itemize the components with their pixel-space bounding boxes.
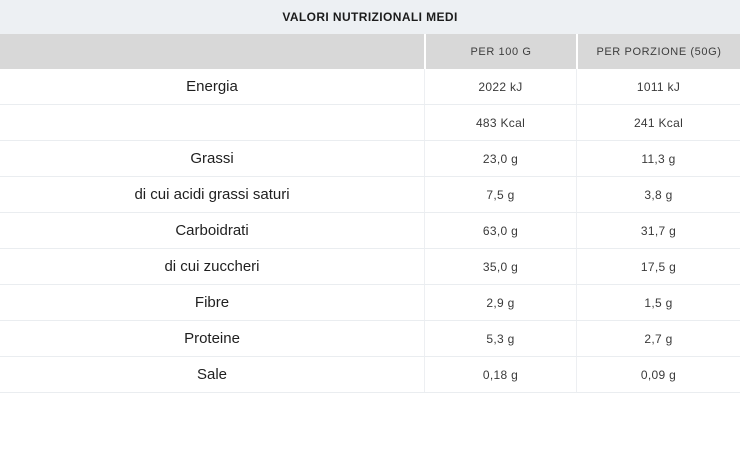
row-value-per-100g: 483 Kcal: [424, 105, 576, 140]
row-value-per-portion: 1011 kJ: [576, 69, 740, 104]
row-label: di cui acidi grassi saturi: [134, 186, 290, 203]
row-value-per-portion: 241 Kcal: [576, 105, 740, 140]
row-value-per-portion: 0,09 g: [576, 357, 740, 392]
row-label: Fibre: [194, 294, 230, 311]
row-value-per-100g: 7,5 g: [424, 177, 576, 212]
table-row-fibre: Fibre 2,9 g 1,5 g: [0, 285, 740, 321]
column-header-per-100g: PER 100 G: [424, 34, 576, 69]
column-header-per-portion: PER PORZIONE (50G): [576, 34, 740, 69]
table-title: VALORI NUTRIZIONALI MEDI: [282, 10, 458, 24]
row-label: Grassi: [190, 150, 234, 167]
table-row-proteine: Proteine 5,3 g 2,7 g: [0, 321, 740, 357]
row-value-per-portion: 11,3 g: [576, 141, 740, 176]
row-label: Sale: [196, 366, 228, 383]
table-row-carboidrati: Carboidrati 63,0 g 31,7 g: [0, 213, 740, 249]
row-value-per-100g: 0,18 g: [424, 357, 576, 392]
row-value-per-100g: 35,0 g: [424, 249, 576, 284]
row-label: Energia: [186, 78, 238, 95]
row-value-per-100g: 5,3 g: [424, 321, 576, 356]
row-value-per-100g: 2,9 g: [424, 285, 576, 320]
row-value-per-portion: 3,8 g: [576, 177, 740, 212]
table-row-grassi-saturi: di cui acidi grassi saturi 7,5 g 3,8 g: [0, 177, 740, 213]
row-label: [0, 105, 424, 140]
table-row-zuccheri: di cui zuccheri 35,0 g 17,5 g: [0, 249, 740, 285]
row-value-per-portion: 31,7 g: [576, 213, 740, 248]
table-row-grassi: Grassi 23,0 g 11,3 g: [0, 141, 740, 177]
row-value-per-portion: 1,5 g: [576, 285, 740, 320]
row-value-per-100g: 63,0 g: [424, 213, 576, 248]
table-title-band: VALORI NUTRIZIONALI MEDI: [0, 0, 740, 34]
row-value-per-100g: 2022 kJ: [424, 69, 576, 104]
row-label: Carboidrati: [175, 222, 249, 239]
row-value-per-100g: 23,0 g: [424, 141, 576, 176]
column-header-row: PER 100 G PER PORZIONE (50G): [0, 34, 740, 69]
row-label: Proteine: [184, 330, 240, 347]
table-row-energia-kcal: 483 Kcal 241 Kcal: [0, 105, 740, 141]
column-header-empty: [0, 34, 424, 69]
row-value-per-portion: 2,7 g: [576, 321, 740, 356]
table-row-energia: Energia 2022 kJ 1011 kJ: [0, 69, 740, 105]
row-label: di cui zuccheri: [164, 258, 260, 275]
nutrition-table: VALORI NUTRIZIONALI MEDI PER 100 G PER P…: [0, 0, 740, 393]
row-value-per-portion: 17,5 g: [576, 249, 740, 284]
table-row-sale: Sale 0,18 g 0,09 g: [0, 357, 740, 393]
